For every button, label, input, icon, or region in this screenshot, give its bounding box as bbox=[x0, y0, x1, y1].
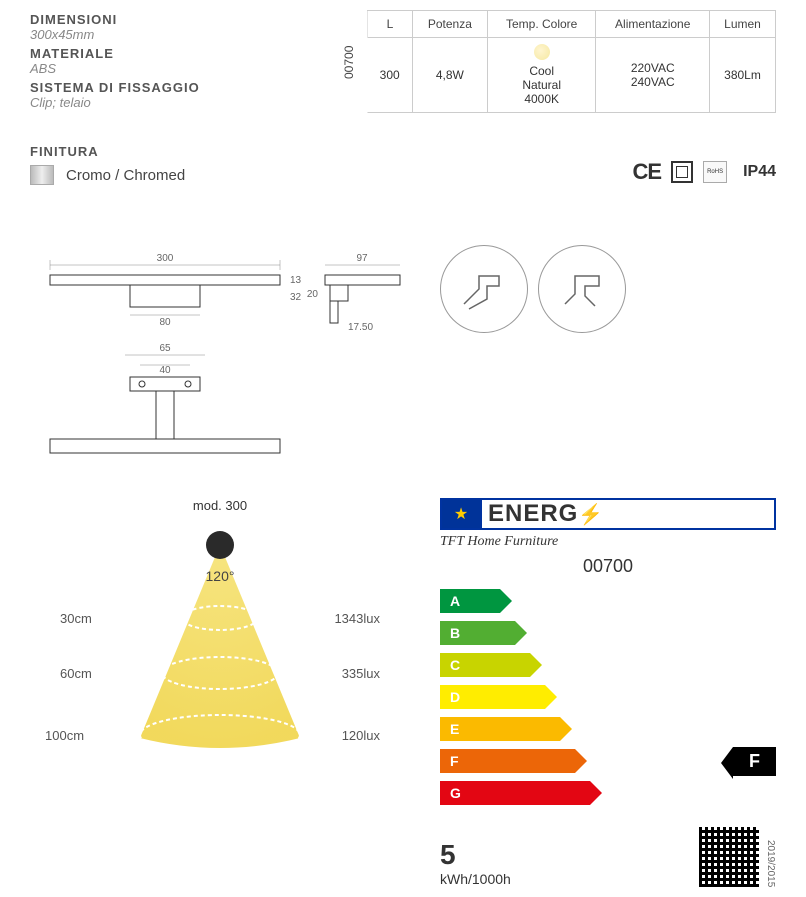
lux-120: 120lux bbox=[342, 728, 380, 743]
dist-60: 60cm bbox=[60, 666, 92, 681]
temp-line2: Natural bbox=[496, 78, 588, 92]
product-code: 00700 bbox=[330, 11, 367, 113]
td-alim: 220VAC 240VAC bbox=[596, 38, 710, 113]
alim-line1: 220VAC bbox=[604, 61, 701, 75]
th-temp: Temp. Colore bbox=[487, 11, 596, 38]
energy-class-b: B bbox=[440, 621, 515, 645]
th-l: L bbox=[367, 11, 412, 38]
dim-65: 65 bbox=[159, 343, 171, 354]
mount-type-2-icon bbox=[538, 245, 626, 333]
rohs-icon: RoHS bbox=[703, 161, 727, 183]
dimensioni-label: DIMENSIONI bbox=[30, 12, 310, 27]
dim-97: 97 bbox=[356, 253, 368, 264]
td-lumen: 380Lm bbox=[709, 38, 775, 113]
temp-line1: Cool bbox=[496, 64, 588, 78]
th-alim: Alimentazione bbox=[596, 11, 710, 38]
beam-angle: 120° bbox=[206, 568, 235, 584]
energ-text: ENERG bbox=[488, 500, 578, 527]
qr-code-icon bbox=[699, 827, 759, 887]
technical-drawings: 300 13 32 80 97 20 17.50 65 40 bbox=[30, 245, 410, 468]
alim-line2: 240VAC bbox=[604, 75, 701, 89]
temp-line3: 4000K bbox=[496, 92, 588, 106]
temp-color-dot bbox=[534, 44, 550, 60]
mount-type-1-icon bbox=[440, 245, 528, 333]
kwh-unit: kWh/1000h bbox=[440, 871, 511, 887]
eu-flag-icon: ★ bbox=[442, 500, 482, 528]
class2-insulation-icon bbox=[671, 161, 693, 183]
th-lumen: Lumen bbox=[709, 11, 775, 38]
energy-arrows: ABCDEFFG bbox=[440, 587, 776, 807]
energy-class-c: C bbox=[440, 653, 530, 677]
lux-diagram: mod. 300 120° 30cm 1343lux 60cm 335lux 1… bbox=[30, 498, 410, 763]
energy-model: 00700 bbox=[440, 556, 776, 577]
bolt-icon: ⚡ bbox=[578, 504, 604, 526]
fissaggio-value: Clip; telaio bbox=[30, 95, 310, 110]
energy-class-e: E bbox=[440, 717, 560, 741]
td-potenza: 4,8W bbox=[412, 38, 487, 113]
dimensioni-value: 300x45mm bbox=[30, 27, 310, 42]
th-potenza: Potenza bbox=[412, 11, 487, 38]
specs-table: 00700 L Potenza Temp. Colore Alimentazio… bbox=[330, 10, 776, 113]
dist-100: 100cm bbox=[45, 728, 84, 743]
dim-300: 300 bbox=[157, 253, 174, 264]
ip-rating: IP44 bbox=[743, 163, 776, 181]
dim-1750: 17.50 bbox=[348, 322, 373, 333]
lux-335: 335lux bbox=[342, 666, 380, 681]
dim-40: 40 bbox=[159, 365, 171, 376]
energy-class-d: D bbox=[440, 685, 545, 709]
dim-80: 80 bbox=[159, 317, 171, 328]
td-temp: Cool Natural 4000K bbox=[487, 38, 596, 113]
lux-1343: 1343lux bbox=[334, 611, 380, 626]
kwh-number: 5 bbox=[440, 839, 511, 871]
fissaggio-label: SISTEMA DI FISSAGGIO bbox=[30, 80, 310, 95]
finitura-label: FINITURA bbox=[30, 144, 776, 159]
chrome-swatch bbox=[30, 165, 54, 185]
materiale-value: ABS bbox=[30, 61, 310, 76]
energy-rating-badge: F bbox=[733, 747, 776, 776]
ce-mark-icon: CE bbox=[633, 159, 662, 185]
energy-label: ★ ENERG⚡ TFT Home Furniture 00700 ABCDEF… bbox=[440, 498, 776, 887]
dim-32: 32 bbox=[290, 292, 302, 303]
dim-13: 13 bbox=[290, 275, 302, 286]
energy-class-g: G bbox=[440, 781, 590, 805]
dist-30: 30cm bbox=[60, 611, 92, 626]
energy-class-a: A bbox=[440, 589, 500, 613]
brand-line: TFT Home Furniture bbox=[440, 534, 776, 550]
mod-label: mod. 300 bbox=[30, 498, 410, 513]
regulation-text: 2019/2015 bbox=[765, 840, 776, 887]
materiale-label: MATERIALE bbox=[30, 46, 310, 61]
finitura-value: Cromo / Chromed bbox=[66, 167, 185, 184]
td-l: 300 bbox=[367, 38, 412, 113]
energy-class-f: F bbox=[440, 749, 575, 773]
dim-20: 20 bbox=[307, 289, 319, 300]
